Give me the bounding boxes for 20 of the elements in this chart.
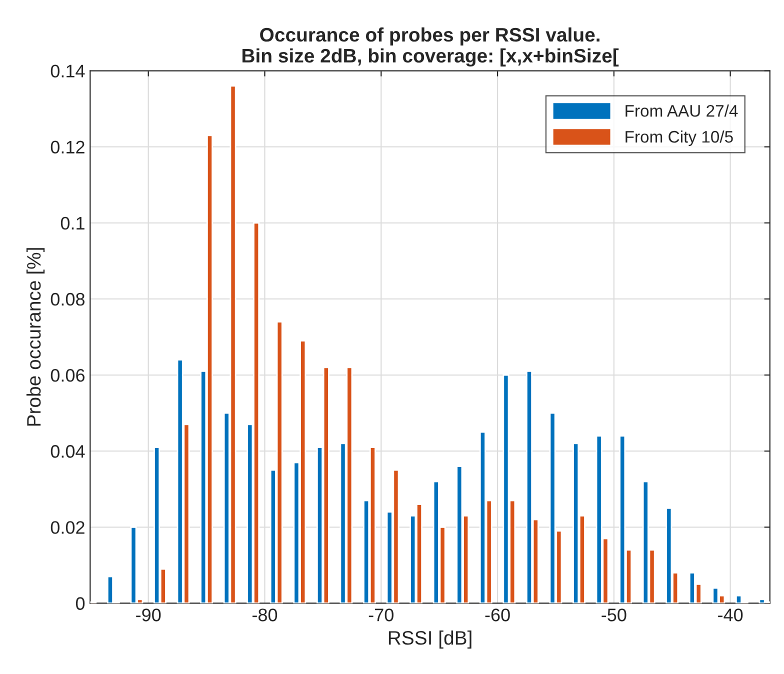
- y-tick-label: 0.12: [50, 140, 84, 154]
- y-tick-label: 0.08: [50, 292, 85, 306]
- chart-title: Occurance of probes per RSSI value. Bin size 2dB, bin coverage: [x,x+binSize[: [242, 27, 619, 67]
- legend-label: From AAU 27/4: [626, 104, 738, 117]
- x-axis-title: RSSI [dB]: [388, 630, 472, 649]
- legend-label: From City 10/5: [626, 130, 733, 146]
- y-tick-label: 0.02: [50, 521, 84, 534]
- bar: [758, 598, 766, 604]
- x-tick-label: -60: [485, 608, 510, 622]
- x-tick-label: -70: [368, 608, 394, 622]
- x-tick-label: -80: [252, 608, 278, 622]
- y-tick-label: 0.04: [50, 445, 85, 458]
- y-tick-label: 0.06: [50, 368, 85, 382]
- y-tick-label: 0.1: [60, 216, 84, 230]
- y-axis-title: Probe occurance [%]: [26, 248, 45, 426]
- x-tick-label: -90: [136, 608, 161, 622]
- y-tick-label: 0.14: [50, 64, 85, 78]
- x-tick-label: -40: [718, 608, 743, 622]
- y-tick-label: 0: [76, 597, 85, 610]
- x-tick-label: -50: [602, 608, 626, 622]
